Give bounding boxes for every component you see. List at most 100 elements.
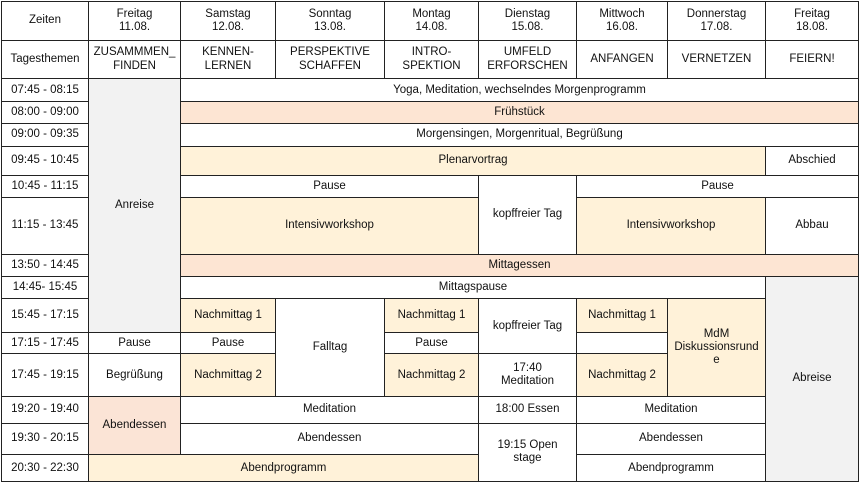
row-0745: 07:45 - 08:15 Anreise Yoga, Meditation, … (1, 78, 859, 334)
open-stage-line: 19:15 Open (497, 439, 558, 452)
day-date: 15.08. (511, 20, 544, 33)
theme-line: ERFORSCHEN (487, 59, 568, 72)
nachmittag1-cell: Nachmittag 1 (576, 298, 668, 334)
begruessung-cell: Begrüßung (88, 353, 181, 398)
themes-row: Tagesthemen ZUSAMMMEN_ FINDEN KENNEN- LERN… (1, 39, 859, 80)
mdm-line: e (713, 354, 720, 367)
nachmittag2-cell: Nachmittag 2 (180, 353, 276, 398)
day-date: 16.08. (606, 20, 638, 33)
day-date: 13.08. (314, 20, 346, 33)
row-1045: 10:45 - 11:15 Pause kopffreier Tag Pause (1, 175, 859, 255)
pause-cell: Pause (180, 332, 276, 355)
time-cell: 10:45 - 11:15 (1, 175, 89, 198)
mdm-cell: MdM Diskussionsrund e (667, 298, 766, 398)
intensivworkshop-cell: Intensivworkshop (180, 196, 479, 255)
time-cell: 19:30 - 20:15 (1, 422, 89, 456)
theme-line: FINDEN (113, 59, 156, 72)
theme-line: PERSPEKTIVE (290, 46, 370, 59)
day-name: Freitag (116, 7, 153, 20)
essen-1800-cell: 18:00 Essen (478, 396, 577, 424)
row-0900: 09:00 - 09:35 Morgensingen, Morgenritual… (1, 123, 859, 147)
meditation-time: 17:40 (513, 362, 542, 375)
time-cell: 14:45- 15:45 (1, 276, 89, 300)
themes-label: Tagesthemen (1, 39, 89, 80)
time-cell: 17:15 - 17:45 (1, 332, 89, 355)
day-header-sat: Samstag 12.08. (180, 1, 276, 41)
open-stage-line: stage (513, 452, 542, 465)
day-name: Montag (412, 7, 451, 20)
day-date: 12.08. (212, 20, 244, 33)
day-name: Freitag (794, 7, 830, 20)
nachmittag1-cell: Nachmittag 1 (384, 298, 479, 334)
meditation-cell: Meditation (576, 396, 766, 424)
row-1745: 17:45 - 19:15 Begrüßung Nachmittag 2 Nac… (1, 353, 859, 398)
pause-cell: Pause (576, 175, 859, 198)
mdm-line: MdM (703, 328, 730, 341)
time-cell: 07:45 - 08:15 (1, 78, 89, 102)
abbau-cell: Abbau (765, 196, 859, 255)
theme-sun: PERSPEKTIVE SCHAFFEN (275, 39, 385, 80)
abendessen-cell: Abendessen (576, 422, 766, 456)
row-1445: 14:45- 15:45 Mittagspause Abreise (1, 276, 859, 482)
morgensingen-cell: Morgensingen, Morgenritual, Begrüßung (180, 123, 859, 147)
row-1545: 15:45 - 17:15 Nachmittag 1 Falltag Nachm… (1, 298, 859, 398)
theme-wed: ANFANGEN (576, 39, 668, 80)
day-header-mon: Montag 14.08. (384, 1, 479, 41)
abendessen-cell: Abendessen (88, 396, 181, 456)
abendprogramm-cell: Abendprogramm (88, 454, 479, 482)
abschied-cell: Abschied (765, 145, 859, 177)
day-date: 17.08. (700, 20, 733, 33)
theme-line: ZUSAMMMEN_ (93, 46, 176, 59)
day-header-tue: Dienstag 15.08. (478, 1, 577, 41)
row-1930: 19:30 - 20:15 Abendessen 19:15 Open stage… (1, 422, 859, 483)
time-cell: 09:00 - 09:35 (1, 123, 89, 147)
day-header-sun: Sonntag 13.08. (275, 1, 385, 41)
mdm-line: Diskussionsrund (674, 341, 759, 354)
day-date: 14.08. (415, 20, 448, 33)
time-cell: 15:45 - 17:15 (1, 298, 89, 334)
theme-fri1: ZUSAMMMEN_ FINDEN (88, 39, 181, 80)
zeiten-header: Zeiten (1, 1, 89, 41)
plenarvortrag-cell: Plenarvortrag (180, 145, 766, 177)
theme-line: KENNEN- (202, 46, 254, 59)
intensivworkshop-cell: Intensivworkshop (576, 196, 766, 255)
day-name: Donnerstag (686, 7, 747, 20)
time-cell: 17:45 - 19:15 (1, 353, 89, 398)
theme-line: LERNEN (204, 59, 252, 72)
day-date: 11.08. (118, 20, 151, 33)
theme-line: SCHAFFEN (299, 59, 361, 72)
abreise-cell: Abreise (765, 276, 859, 482)
pause-cell: Pause (88, 332, 181, 355)
time-cell: 20:30 - 22:30 (1, 454, 89, 482)
mittagessen-cell: Mittagessen (180, 253, 859, 278)
day-header-fri1: Freitag 11.08. (88, 1, 181, 41)
day-name: Sonntag (308, 7, 352, 20)
row-1115: 11:15 - 13:45 Intensivworkshop Intensivw… (1, 196, 859, 255)
theme-mon: INTRO- SPEKTION (384, 39, 479, 80)
day-name: Dienstag (504, 7, 551, 20)
row-2030: 20:30 - 22:30 Abendprogramm Abendprogram… (1, 454, 859, 482)
time-cell: 09:45 - 10:45 (1, 145, 89, 177)
kopffrei-cell: kopffreier Tag (478, 298, 577, 355)
meditation-cell: Meditation (180, 396, 479, 424)
anreise-cell: Anreise (88, 78, 181, 334)
row-0800: 08:00 - 09:00 Frühstück (1, 100, 859, 125)
nachmittag1-cell: Nachmittag 1 (180, 298, 276, 334)
meditation-label: Meditation (500, 375, 555, 388)
header-row: Zeiten Freitag 11.08. Samstag 12.08. Sonnt… (1, 1, 859, 41)
kopffrei-cell: kopffreier Tag (478, 175, 577, 255)
theme-fri2: FEIERN! (765, 39, 859, 80)
yoga-cell: Yoga, Meditation, wechselndes Morgenprog… (180, 78, 859, 102)
nachmittag2-cell: Nachmittag 2 (576, 353, 668, 398)
day-header-thu: Donnerstag 17.08. (667, 1, 766, 41)
day-name: Mittwoch (599, 7, 645, 20)
pause-cell: Pause (180, 175, 479, 198)
row-1715: 17:15 - 17:45 Pause Pause Pause (1, 332, 859, 355)
theme-tue: UMFELD ERFORSCHEN (478, 39, 577, 80)
theme-line: SPEKTION (402, 59, 461, 72)
theme-thu: VERNETZEN (667, 39, 766, 80)
time-cell: 08:00 - 09:00 (1, 100, 89, 125)
row-1350: 13:50 - 14:45 Mittagessen (1, 253, 859, 278)
nachmittag2-cell: Nachmittag 2 (384, 353, 479, 398)
